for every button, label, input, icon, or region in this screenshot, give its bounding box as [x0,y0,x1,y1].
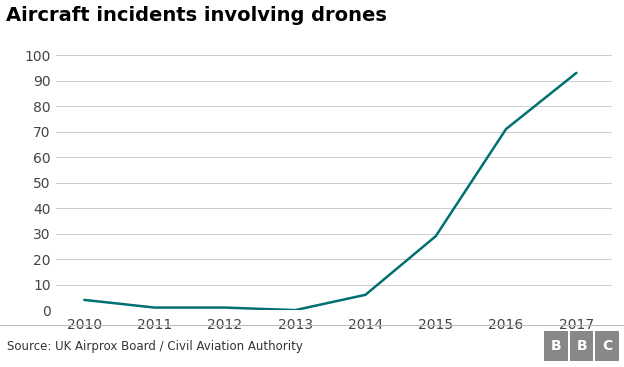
Text: C: C [602,339,612,353]
Text: B: B [550,339,562,353]
FancyBboxPatch shape [595,331,619,361]
Text: Aircraft incidents involving drones: Aircraft incidents involving drones [6,6,387,25]
Text: Source: UK Airprox Board / Civil Aviation Authority: Source: UK Airprox Board / Civil Aviatio… [7,340,303,353]
FancyBboxPatch shape [544,331,568,361]
Text: B: B [576,339,587,353]
FancyBboxPatch shape [570,331,593,361]
